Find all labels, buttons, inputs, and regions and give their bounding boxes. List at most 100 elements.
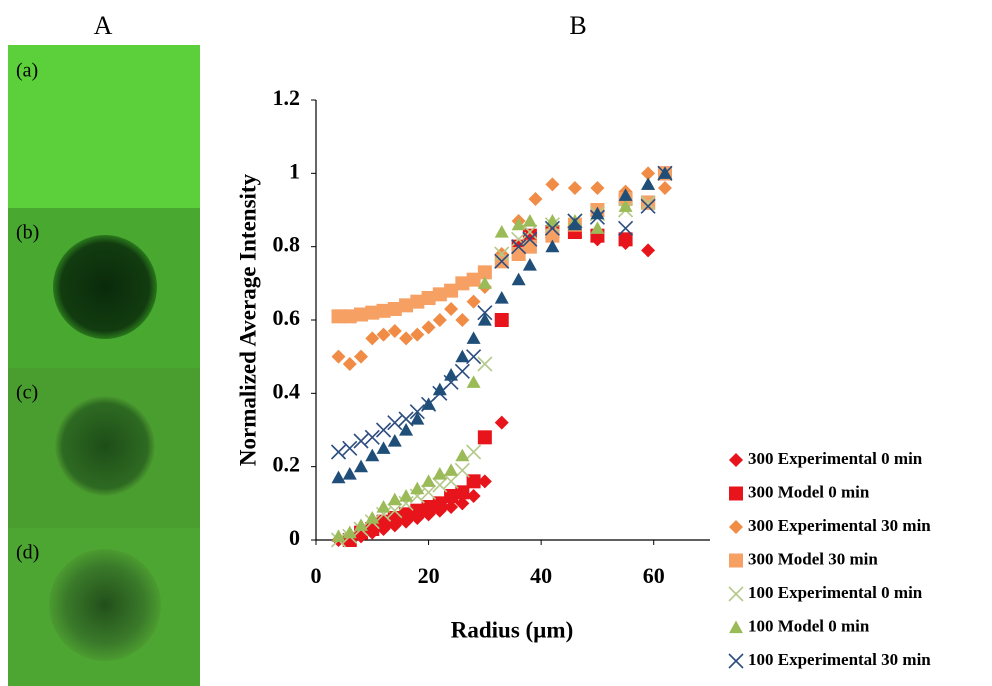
- marker: [399, 423, 414, 436]
- marker: [421, 397, 436, 410]
- marker: [618, 232, 633, 247]
- marker: [432, 313, 447, 327]
- marker: [618, 220, 634, 236]
- marker: [511, 239, 527, 255]
- marker: [511, 217, 526, 231]
- marker: [641, 243, 656, 258]
- marker: [522, 224, 538, 240]
- marker: [354, 459, 369, 473]
- legend-marker: [729, 620, 743, 634]
- marker: [522, 214, 537, 227]
- marker: [364, 429, 380, 445]
- marker: [590, 221, 605, 234]
- marker: [455, 276, 470, 291]
- marker: [641, 177, 656, 190]
- marker: [618, 199, 633, 212]
- marker: [466, 331, 481, 344]
- marker: [477, 305, 493, 321]
- marker: [477, 276, 492, 289]
- spot: [53, 235, 157, 339]
- marker: [331, 470, 346, 484]
- image-panel: [8, 45, 200, 686]
- marker: [399, 489, 414, 502]
- marker: [376, 441, 391, 454]
- x-tick-label: 20: [418, 563, 440, 588]
- marker: [342, 309, 357, 324]
- marker: [444, 489, 459, 503]
- legend-marker: [728, 586, 744, 602]
- marker: [410, 327, 425, 342]
- marker: [365, 448, 380, 462]
- legend-label: 100 Experimental 30 min: [748, 650, 931, 669]
- marker: [365, 331, 380, 346]
- marker: [353, 433, 369, 449]
- marker: [466, 489, 481, 503]
- marker: [398, 411, 414, 427]
- marker: [331, 349, 346, 364]
- marker: [409, 404, 425, 420]
- legend-marker: [729, 486, 743, 501]
- marker: [410, 503, 425, 518]
- image-label: (a): [16, 60, 38, 82]
- marker: [494, 415, 509, 430]
- marker: [376, 500, 391, 513]
- legend-label: 100 Model 30 min: [748, 683, 878, 686]
- x-tick-label: 60: [643, 563, 665, 588]
- spot: [55, 396, 155, 496]
- marker: [567, 181, 582, 195]
- marker: [618, 188, 633, 201]
- marker: [331, 309, 346, 324]
- marker: [432, 382, 447, 396]
- marker: [421, 474, 436, 487]
- y-tick-label: 0.6: [273, 305, 301, 330]
- marker: [528, 192, 543, 206]
- legend-label: 100 Model 0 min: [748, 616, 870, 635]
- marker: [444, 283, 459, 298]
- marker: [477, 313, 492, 326]
- marker: [399, 331, 414, 346]
- marker: [494, 253, 510, 269]
- marker: [421, 500, 436, 514]
- marker: [387, 415, 403, 431]
- marker: [410, 294, 425, 309]
- marker: [342, 467, 357, 480]
- marker: [444, 302, 459, 316]
- marker: [410, 481, 425, 495]
- marker: [545, 239, 560, 253]
- legend-label: 100 Experimental 0 min: [748, 583, 923, 602]
- marker: [375, 422, 392, 438]
- marker: [522, 231, 538, 247]
- marker: [387, 503, 403, 519]
- marker: [354, 349, 369, 364]
- marker: [466, 444, 482, 460]
- marker: [365, 305, 380, 320]
- marker: [477, 474, 492, 489]
- marker: [590, 206, 605, 220]
- marker: [376, 327, 391, 342]
- marker: [477, 265, 492, 280]
- marker: [399, 298, 414, 313]
- image-label: (d): [16, 542, 39, 564]
- y-axis-title: Normalized Average Intensity: [235, 173, 260, 466]
- marker: [544, 220, 560, 236]
- marker: [455, 313, 470, 327]
- y-tick-label: 0.4: [273, 378, 301, 403]
- legend-label: 300 Experimental 0 min: [748, 449, 923, 468]
- marker: [567, 217, 582, 231]
- x-axis-title: Radius (µm): [451, 617, 574, 642]
- marker: [399, 507, 414, 522]
- legend-marker: [729, 520, 743, 534]
- image-a: [8, 45, 200, 208]
- y-tick-label: 0.8: [273, 232, 301, 257]
- marker: [640, 198, 656, 214]
- marker: [376, 303, 391, 318]
- y-tick-label: 1.2: [273, 85, 301, 110]
- marker: [421, 484, 437, 500]
- y-tick-label: 0: [289, 525, 300, 550]
- marker: [432, 467, 447, 480]
- marker: [590, 181, 605, 195]
- marker: [331, 529, 346, 542]
- marker: [494, 246, 510, 262]
- marker: [354, 307, 369, 322]
